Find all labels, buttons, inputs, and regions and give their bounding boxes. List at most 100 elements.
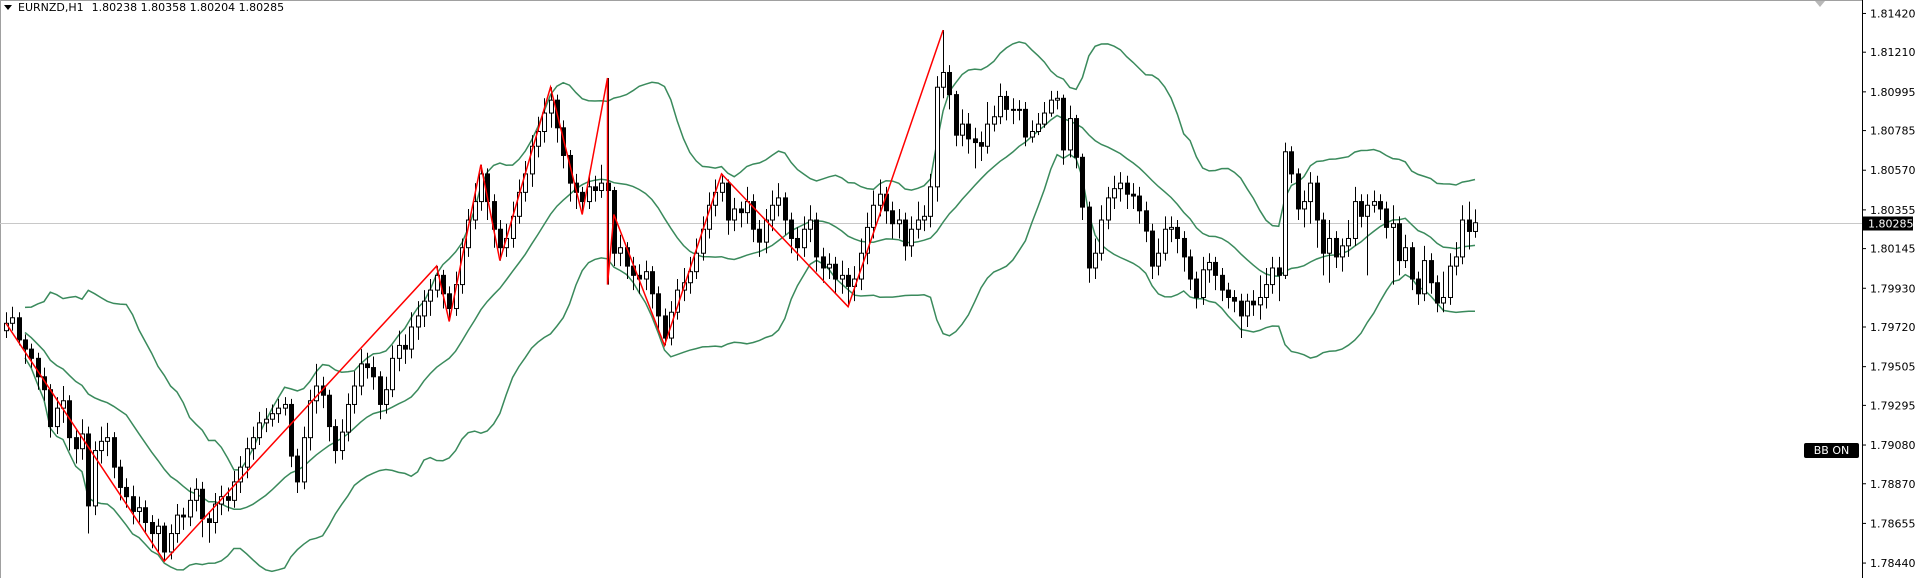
candle[interactable]	[1011, 98, 1016, 125]
candle[interactable]	[397, 330, 402, 372]
candle[interactable]	[17, 312, 22, 346]
candle[interactable]	[1435, 275, 1440, 313]
candle[interactable]	[188, 487, 193, 527]
candle[interactable]	[1036, 113, 1041, 136]
candle[interactable]	[1087, 201, 1092, 283]
candle[interactable]	[162, 522, 167, 562]
candle[interactable]	[663, 308, 668, 346]
candle[interactable]	[833, 256, 838, 294]
candle[interactable]	[390, 345, 395, 398]
plot-area[interactable]	[0, 0, 1862, 578]
candle[interactable]	[732, 197, 737, 232]
candle[interactable]	[118, 459, 123, 501]
candle[interactable]	[814, 212, 819, 272]
candle[interactable]	[365, 352, 370, 379]
candle[interactable]	[384, 376, 389, 414]
candle[interactable]	[492, 194, 497, 248]
candle[interactable]	[175, 504, 180, 543]
candle[interactable]	[1194, 271, 1199, 309]
candle[interactable]	[739, 201, 744, 228]
candle[interactable]	[359, 349, 364, 396]
candle[interactable]	[1289, 146, 1294, 184]
candle[interactable]	[232, 470, 237, 508]
candle[interactable]	[903, 212, 908, 261]
candle[interactable]	[416, 301, 421, 340]
candle[interactable]	[846, 267, 851, 307]
candle[interactable]	[194, 478, 199, 512]
candle[interactable]	[1359, 194, 1364, 228]
candle[interactable]	[1416, 271, 1421, 305]
candle[interactable]	[86, 426, 91, 534]
candle[interactable]	[1258, 275, 1263, 320]
candle[interactable]	[1296, 168, 1301, 221]
candle[interactable]	[865, 212, 870, 265]
candle[interactable]	[1030, 120, 1035, 143]
candle[interactable]	[821, 247, 826, 283]
candle[interactable]	[378, 371, 383, 420]
candle[interactable]	[1201, 256, 1206, 305]
candle[interactable]	[979, 131, 984, 162]
candle[interactable]	[283, 397, 288, 416]
candle[interactable]	[1106, 186, 1111, 230]
candle[interactable]	[966, 113, 971, 154]
candle[interactable]	[1327, 220, 1332, 283]
candle[interactable]	[1042, 101, 1047, 128]
candle[interactable]	[1473, 209, 1478, 238]
bb-on-badge[interactable]: BB ON	[1804, 443, 1859, 458]
candle[interactable]	[808, 205, 813, 243]
candle[interactable]	[827, 253, 832, 280]
candle[interactable]	[694, 238, 699, 280]
candle[interactable]	[941, 30, 946, 99]
candle[interactable]	[1264, 267, 1269, 309]
candle[interactable]	[960, 109, 965, 147]
candle[interactable]	[1131, 183, 1136, 209]
candle[interactable]	[10, 306, 15, 331]
candle[interactable]	[346, 393, 351, 442]
candle[interactable]	[1213, 256, 1218, 291]
candle[interactable]	[1391, 205, 1396, 285]
candle[interactable]	[270, 404, 275, 427]
candle[interactable]	[422, 290, 427, 327]
candle[interactable]	[276, 398, 281, 423]
candle[interactable]	[74, 430, 79, 464]
candle[interactable]	[1080, 153, 1085, 221]
candle[interactable]	[587, 173, 592, 209]
candle[interactable]	[1346, 220, 1351, 257]
candle[interactable]	[992, 105, 997, 132]
candle[interactable]	[1448, 253, 1453, 305]
candle[interactable]	[156, 518, 161, 552]
candle[interactable]	[93, 441, 98, 516]
candle[interactable]	[1239, 293, 1244, 339]
candle[interactable]	[251, 426, 256, 460]
candle[interactable]	[124, 478, 129, 508]
candle[interactable]	[1365, 194, 1370, 276]
candle[interactable]	[751, 194, 756, 243]
candle[interactable]	[1118, 172, 1123, 202]
candle[interactable]	[1061, 94, 1066, 165]
candle[interactable]	[1454, 242, 1459, 276]
candle[interactable]	[928, 173, 933, 228]
candle[interactable]	[105, 422, 110, 457]
candle[interactable]	[295, 448, 300, 493]
candle[interactable]	[1422, 245, 1427, 302]
candle[interactable]	[1112, 175, 1117, 209]
candle[interactable]	[112, 432, 117, 479]
candle[interactable]	[1226, 282, 1231, 309]
candle[interactable]	[1055, 90, 1060, 110]
candle[interactable]	[264, 408, 269, 433]
candle[interactable]	[1378, 194, 1383, 221]
candle[interactable]	[1144, 201, 1149, 243]
candle[interactable]	[1283, 142, 1288, 280]
candle[interactable]	[916, 201, 921, 239]
candle[interactable]	[1270, 256, 1275, 294]
candle[interactable]	[985, 101, 990, 154]
candle[interactable]	[371, 356, 376, 390]
candle[interactable]	[688, 256, 693, 294]
candle[interactable]	[340, 419, 345, 460]
candle[interactable]	[1340, 238, 1345, 272]
candle[interactable]	[947, 65, 952, 110]
candle[interactable]	[840, 260, 845, 294]
candle[interactable]	[1321, 212, 1326, 276]
candle[interactable]	[1334, 231, 1339, 268]
